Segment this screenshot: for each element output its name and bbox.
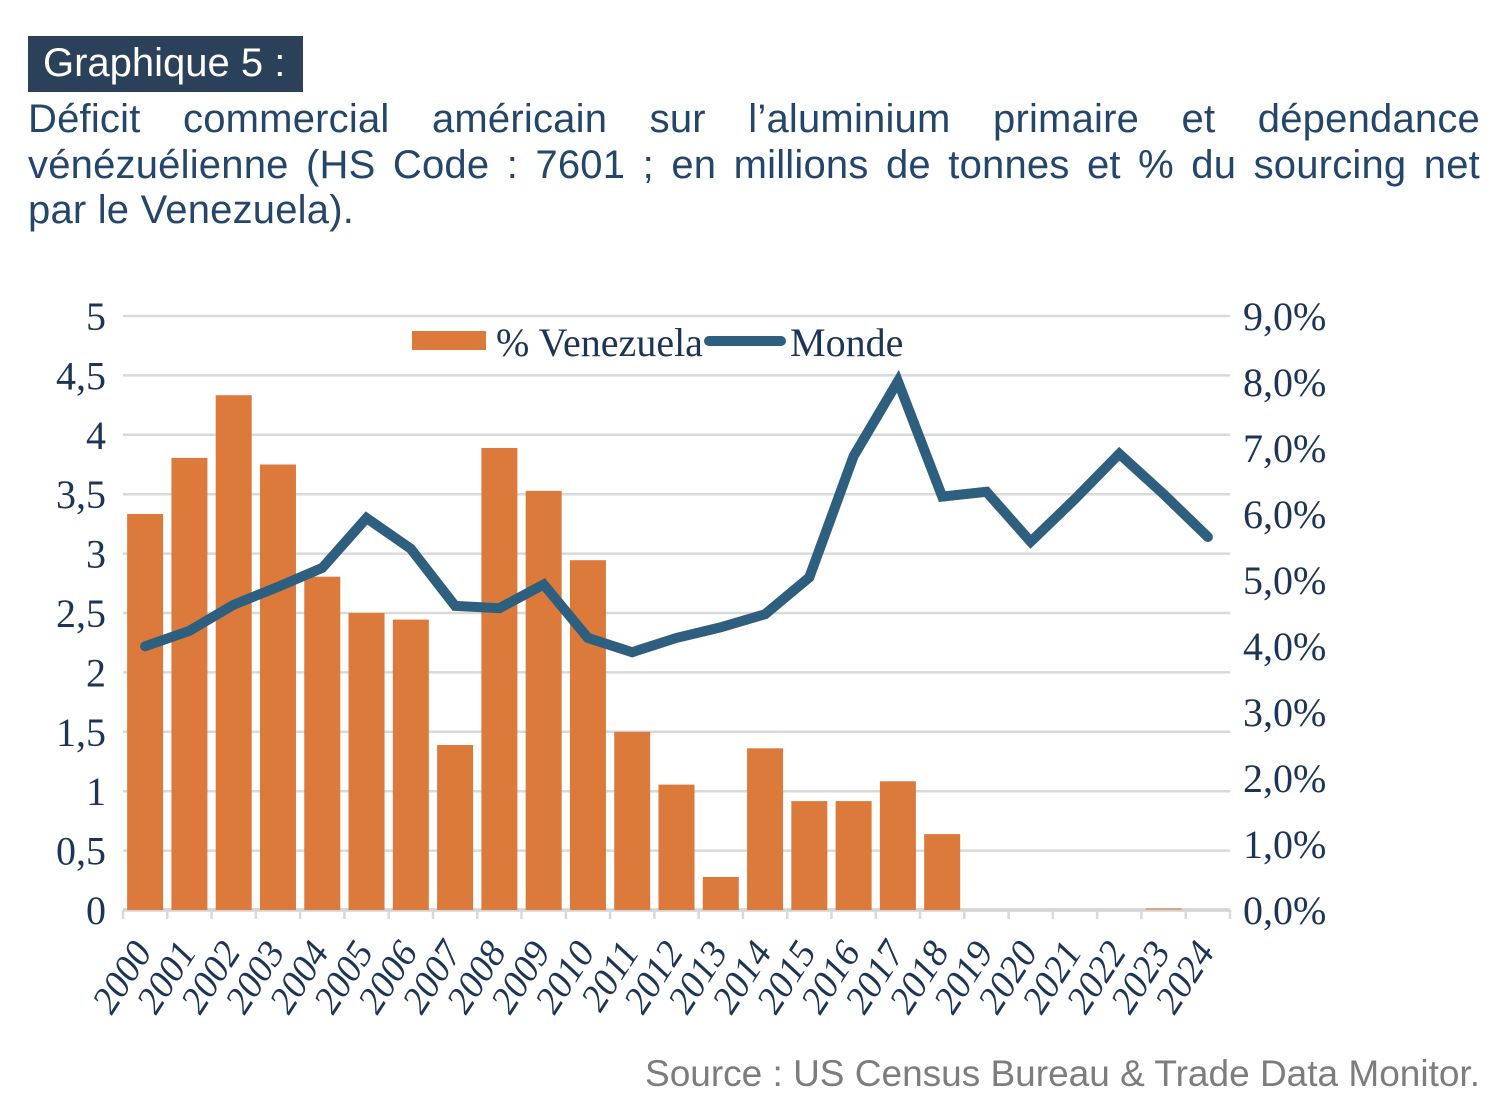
bar-2018: [924, 834, 961, 910]
y-axis-right-tick-label: 1,0%: [1243, 822, 1326, 867]
y-axis-left-tick-label: 4: [86, 413, 106, 458]
figure-title-line-3: par le Venezuela).: [28, 188, 355, 232]
monde-line: [140, 369, 1213, 658]
bar-2005: [348, 613, 385, 910]
bar-2002: [215, 395, 252, 910]
combo-chart: 5 4,5 4 3,5 3 2,5 2 1,5 1 0,5 0 0,0% 1,0% 2,0% 3,0% 4,0…: [56, 294, 1326, 1021]
bar-2000: [127, 514, 164, 910]
y-axis-right-tick-label: 0,0%: [1243, 888, 1326, 933]
bar-2006: [392, 619, 429, 910]
chart-area: 5 4,5 4 3,5 3 2,5 2 1,5 1 0,5 0 0,0% 1,0% 2,0% 3,0% 4,0…: [0, 270, 1508, 1060]
figure-title: Déficit commercial américain sur l’alumi…: [28, 97, 1480, 234]
y-axis-right-tick-label: 5,0%: [1243, 558, 1326, 603]
y-axis-left-tick-label: 3,5: [56, 472, 106, 517]
bar-2016: [835, 801, 872, 910]
y-axis-left-tick-label: 0,5: [56, 829, 106, 874]
legend-line-swatch: [704, 336, 786, 346]
y-axis-left-tick-label: 1,5: [56, 710, 106, 755]
bar-2007: [437, 745, 474, 910]
y-axis-left-tick-label: 0: [86, 888, 106, 933]
bar-2013: [702, 877, 739, 910]
bar-2004: [304, 576, 341, 910]
y-axis-left-tick-label: 1: [86, 769, 106, 814]
y-axis-right-tick-label: 7,0%: [1243, 426, 1326, 471]
figure-tag: Graphique 5 :: [28, 36, 304, 92]
bar-2011: [614, 731, 651, 910]
bar-2012: [658, 784, 695, 910]
bar-2001: [171, 457, 208, 910]
legend-label-venezuela: % Venezuela: [496, 320, 703, 365]
bar-2017: [879, 781, 916, 910]
y-axis-right-tick-label: 3,0%: [1243, 690, 1326, 735]
y-axis-right-tick-label: 9,0%: [1243, 294, 1326, 339]
bar-2003: [259, 464, 296, 910]
bar-2015: [791, 801, 828, 910]
y-axis-right-tick-label: 8,0%: [1243, 360, 1326, 405]
y-axis-right-tick-label: 6,0%: [1243, 492, 1326, 537]
figure-title-line-2: vénézuélienne (HS Code : 7601 ; en milli…: [28, 142, 1480, 187]
legend-bar-swatch: [412, 331, 486, 350]
y-axis-right-tick-label: 2,0%: [1243, 756, 1326, 801]
source-caption: Source : US Census Bureau & Trade Data M…: [645, 1053, 1480, 1094]
bar-2023: [1145, 908, 1182, 910]
y-axis-left-tick-label: 2,5: [56, 591, 106, 636]
bar-2010: [569, 560, 606, 910]
bar-2014: [747, 748, 784, 910]
bar-2008: [481, 448, 518, 910]
legend-label-monde: Monde: [790, 320, 903, 365]
y-axis-left-tick-label: 5: [86, 294, 106, 339]
y-axis-left-tick-label: 3: [86, 532, 106, 577]
y-axis-right-tick-label: 4,0%: [1243, 624, 1326, 669]
bar-2009: [525, 490, 562, 910]
y-axis-left-tick-label: 4,5: [56, 353, 106, 398]
figure-title-line-1: Déficit commercial américain sur l’alumi…: [28, 97, 1480, 141]
y-axis-left-tick-label: 2: [86, 650, 106, 695]
